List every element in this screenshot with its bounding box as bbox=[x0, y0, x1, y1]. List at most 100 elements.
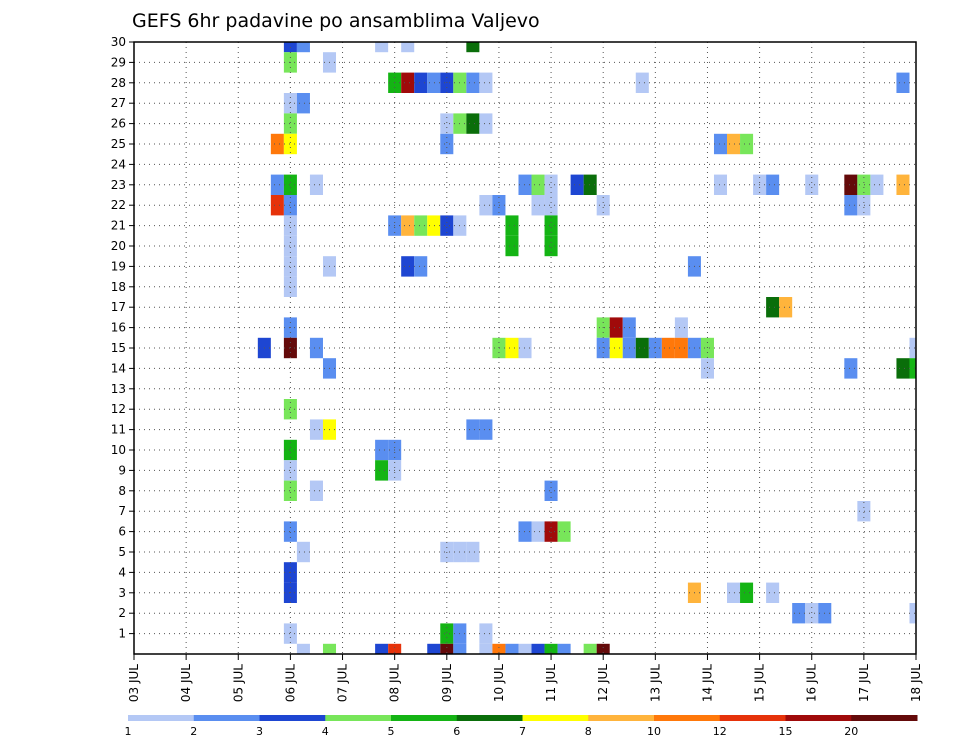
heatmap-cell bbox=[740, 133, 754, 155]
heatmap-cell bbox=[492, 643, 506, 654]
y-tick-label: 5 bbox=[118, 545, 126, 559]
heatmap-cell bbox=[479, 643, 493, 654]
heatmap-cells bbox=[257, 42, 916, 654]
x-tick-label: 14 JUL bbox=[700, 664, 714, 702]
heatmap-cell bbox=[466, 113, 480, 134]
y-tick-label: 3 bbox=[118, 586, 126, 600]
heatmap-cell bbox=[283, 399, 297, 420]
y-tick-label: 28 bbox=[111, 76, 126, 90]
legend-label: 10 bbox=[647, 725, 661, 738]
heatmap-cell bbox=[531, 195, 545, 216]
heatmap-cell bbox=[283, 276, 297, 297]
heatmap-cell bbox=[466, 72, 480, 93]
legend-label: 15 bbox=[779, 725, 793, 738]
heatmap-cell bbox=[466, 42, 480, 53]
heatmap-cell bbox=[857, 501, 871, 522]
heatmap-cell bbox=[466, 419, 480, 440]
heatmap-cell bbox=[453, 643, 467, 654]
y-tick-label: 4 bbox=[118, 565, 126, 579]
heatmap-cell bbox=[505, 215, 519, 236]
heatmap-cell bbox=[635, 337, 649, 359]
y-tick-label: 17 bbox=[111, 300, 126, 314]
heatmap-cell bbox=[609, 317, 623, 338]
legend-label: 5 bbox=[388, 725, 395, 738]
heatmap-cell bbox=[544, 235, 558, 257]
heatmap-cell bbox=[466, 541, 480, 563]
heatmap-cell bbox=[375, 460, 389, 481]
legend-color-swatch bbox=[851, 715, 918, 721]
grid-lines bbox=[134, 42, 916, 654]
chart-title: GEFS 6hr padavine po ansamblima Valjevo bbox=[132, 10, 540, 32]
heatmap-cell bbox=[544, 215, 558, 236]
legend-label: 3 bbox=[256, 725, 263, 738]
heatmap-cell bbox=[766, 582, 780, 603]
heatmap-cell bbox=[896, 358, 910, 379]
y-tick-label: 1 bbox=[118, 627, 126, 641]
heatmap-cell bbox=[283, 460, 297, 481]
legend-label: 8 bbox=[585, 725, 592, 738]
x-tick-label: 09 JUL bbox=[440, 664, 454, 702]
heatmap-cell bbox=[283, 215, 297, 236]
heatmap-cell bbox=[674, 317, 688, 338]
heatmap-cell bbox=[583, 174, 597, 195]
heatmap-cell bbox=[844, 358, 858, 379]
legend-label: 2 bbox=[190, 725, 197, 738]
x-tick-label: 07 JUL bbox=[336, 664, 350, 702]
heatmap-cell bbox=[270, 174, 284, 195]
heatmap-cell bbox=[296, 42, 310, 53]
heatmap-cell bbox=[283, 133, 297, 155]
y-tick-label: 11 bbox=[111, 423, 126, 437]
heatmap-cell bbox=[713, 133, 728, 155]
y-tick-label: 15 bbox=[111, 341, 126, 355]
heatmap-cell bbox=[283, 256, 297, 277]
heatmap-cell bbox=[896, 174, 910, 195]
legend-color-swatch bbox=[259, 715, 326, 721]
x-tick-label: 04 JUL bbox=[179, 664, 193, 702]
x-tick-label: 13 JUL bbox=[648, 664, 662, 702]
heatmap-cell bbox=[896, 72, 910, 93]
heatmap-cell bbox=[440, 643, 454, 654]
y-tick-label: 19 bbox=[111, 259, 126, 273]
x-tick-label: 15 JUL bbox=[753, 664, 767, 702]
heatmap-cell bbox=[401, 42, 415, 53]
y-tick-label: 26 bbox=[111, 117, 126, 131]
heatmap-cell bbox=[544, 174, 558, 195]
y-tick-label: 7 bbox=[118, 504, 126, 518]
heatmap-cell bbox=[609, 337, 623, 359]
heatmap-cell bbox=[401, 215, 415, 236]
heatmap-cell bbox=[401, 72, 415, 93]
heatmap-cell bbox=[570, 174, 584, 195]
heatmap-cell bbox=[505, 643, 519, 654]
legend-color-swatch bbox=[193, 715, 260, 721]
heatmap-cell bbox=[531, 521, 545, 542]
y-tick-label: 10 bbox=[111, 443, 126, 457]
y-tick-label: 30 bbox=[111, 35, 126, 49]
heatmap-cell bbox=[492, 195, 506, 216]
x-tick-label: 17 JUL bbox=[857, 664, 871, 702]
heatmap-cell bbox=[700, 358, 714, 379]
heatmap-cell bbox=[596, 195, 610, 216]
heatmap-cell bbox=[427, 643, 441, 654]
x-tick-label: 05 JUL bbox=[231, 664, 245, 702]
heatmap-cell bbox=[440, 215, 454, 236]
heatmap-cell bbox=[505, 235, 519, 257]
heatmap-cell bbox=[544, 195, 558, 216]
heatmap-cell bbox=[479, 195, 493, 216]
heatmap-cell bbox=[544, 643, 558, 654]
legend-label: 20 bbox=[844, 725, 858, 738]
heatmap-cell bbox=[805, 174, 819, 195]
heatmap-cell bbox=[427, 215, 441, 236]
heatmap-cell bbox=[283, 113, 297, 134]
legend-label: 1 bbox=[125, 725, 132, 738]
legend-color-swatch bbox=[522, 715, 589, 721]
heatmap-cell bbox=[805, 603, 819, 624]
heatmap-cell bbox=[479, 419, 493, 440]
x-tick-label: 10 JUL bbox=[492, 664, 506, 702]
heatmap-cell bbox=[283, 623, 297, 644]
heatmap-cell bbox=[283, 195, 297, 216]
y-tick-label: 22 bbox=[111, 198, 126, 212]
heatmap-cell bbox=[479, 72, 493, 93]
legend-color-swatch bbox=[391, 715, 458, 721]
heatmap-cell bbox=[531, 643, 545, 654]
